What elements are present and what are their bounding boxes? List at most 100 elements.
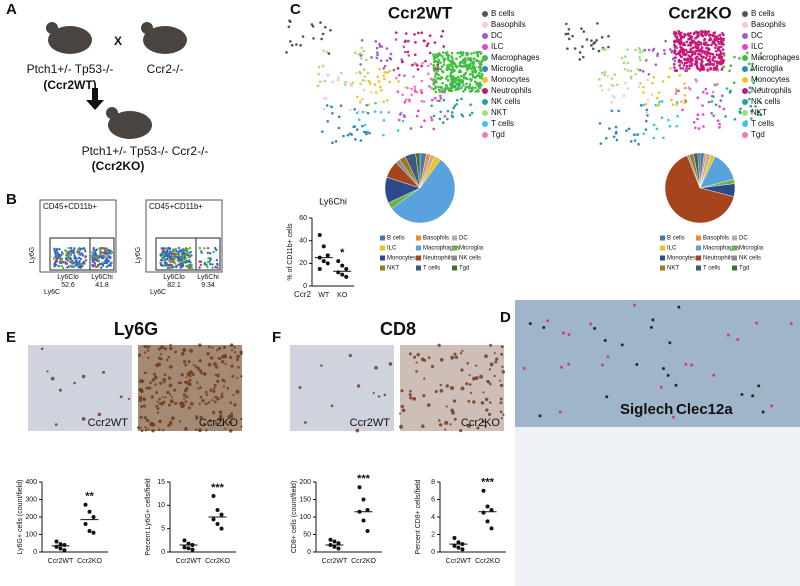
y-axis-label: Percent Ly6G+ cells/field [145,478,152,555]
pie-slice [415,152,421,189]
umap-cell [738,110,742,113]
panel-label: C [290,1,301,18]
flow-event [101,247,104,250]
umap-cell [674,92,678,96]
umap-cell [675,124,679,128]
data-point [317,233,322,237]
umap-cell [671,57,675,61]
flow-event [82,247,85,250]
legend-entry: B cells [491,9,515,18]
umap-cell [455,103,458,106]
panel-label: E [6,329,16,346]
umap-cell [581,45,584,48]
flow-event [54,255,57,259]
stained-cell [187,406,191,410]
umap-cell [433,81,436,85]
umap-cell [473,51,476,55]
legend-entry: NKT [387,266,399,272]
umap-cell [375,56,379,60]
stained-cell [46,370,49,373]
flow-event [181,260,184,263]
stained-cell [141,379,145,383]
umap-cell [312,37,315,40]
y-axis-label: % of CD11b+ cells [287,223,294,281]
umap-cell [679,31,683,35]
umap-cell [404,98,408,101]
umap-cell [694,126,697,130]
umap-cell [322,107,326,111]
umap-cell [320,37,323,41]
stained-cell [194,365,198,368]
data-point [182,538,187,543]
umap-cell [319,21,322,24]
flow-event [81,254,85,257]
flow-event [99,262,102,266]
umap-cell [687,32,690,36]
umap-cell [677,60,681,63]
umap-cell [442,45,446,48]
umap-cell [464,59,467,63]
umap-cell [582,30,586,33]
umap-cell [402,114,406,117]
umap-cell [464,76,468,80]
umap-cell [336,78,340,82]
umap-cell [461,80,465,83]
umap-cell [289,40,292,43]
umap-cell [633,139,637,142]
umap-cell [414,53,417,57]
umap-cell [469,57,473,60]
umap-cell [694,36,697,40]
umap-cell [355,71,358,75]
flow-event [206,246,210,250]
flow-event [214,266,217,269]
umap-cell [750,109,753,113]
flow-title: CD45+CD11b+ [43,202,97,211]
umap-cell [350,84,353,87]
umap-cell [687,37,690,41]
umap-cell [428,34,432,37]
stained-cell [185,376,188,379]
stained-cell [213,400,217,404]
data-point [321,244,326,249]
data-point [357,485,362,490]
umap-cell [354,138,357,141]
umap-cell [690,62,694,66]
stained-cell [178,420,182,423]
legend-swatch [660,245,665,251]
umap-cell [725,87,729,90]
umap-cell [474,70,478,73]
flow-event [168,258,171,262]
stained-cell [659,385,663,389]
flow-event [172,248,175,251]
stained-cell [690,363,694,367]
umap-cell [720,58,724,62]
umap-cell [355,128,359,131]
umap-cell [458,61,462,65]
stained-cell [399,412,402,415]
umap-cell [639,104,643,107]
umap-cell [436,99,439,102]
umap-cell [578,58,582,61]
stained-cell [499,401,503,405]
data-point [219,512,224,517]
flow-event [184,248,188,251]
stained-cell [761,410,765,414]
umap-cell [415,64,419,67]
legend-swatch [696,235,701,241]
umap-cell [462,89,465,93]
umap-cell [361,98,364,102]
umap-cell [446,117,449,121]
flow-event [76,263,79,266]
umap-cell [379,111,383,114]
stained-cell [499,410,503,414]
umap-cell [716,82,719,86]
stained-cell [198,359,202,363]
legend-entry: Macrophages [751,53,799,62]
umap-cell [749,104,753,108]
umap-cell [346,133,350,137]
stained-cell [207,345,211,349]
umap-cell [697,40,700,44]
umap-cell [468,82,472,86]
umap-cell [607,88,611,91]
umap-cell [629,76,633,80]
